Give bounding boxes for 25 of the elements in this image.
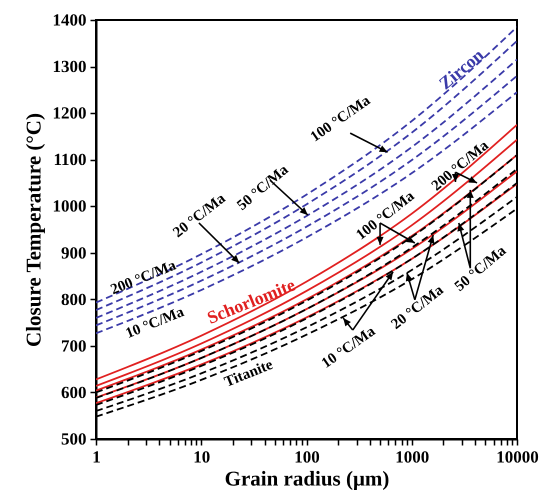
annotation: 20 °C/Ma <box>170 190 230 242</box>
x-tick-label: 10 <box>193 448 210 466</box>
y-axis-title: Closure Temperature (°C) <box>22 113 46 347</box>
y-tick-label: 900 <box>61 243 86 262</box>
y-tick-label: 600 <box>61 382 86 402</box>
y-tick-label: 1200 <box>52 104 86 123</box>
y-tick-label: 700 <box>61 336 86 356</box>
x-tick-label: 100 <box>294 448 320 466</box>
annotation: 10 °C/Ma <box>123 304 187 342</box>
y-tick-label: 500 <box>61 430 86 448</box>
annotation: 20 °C/Ma <box>388 282 448 333</box>
x-tick-label: 1 <box>92 448 101 466</box>
x-tick-label: 10000 <box>496 448 539 466</box>
x-tick-label: 1000 <box>395 448 430 466</box>
y-tick-label: 1000 <box>52 196 86 216</box>
annotation: 100 °C/Ma <box>308 92 374 146</box>
y-tick-label: 1300 <box>52 57 86 76</box>
annotation: 100 °C/Ma <box>353 188 418 244</box>
y-tick-label: 1100 <box>53 150 86 170</box>
y-tick-label: 800 <box>61 290 86 309</box>
annotation: Titanite <box>222 356 276 391</box>
y-tick-label: 1400 <box>52 10 86 30</box>
annotation: 200 °C/Ma <box>108 257 179 298</box>
annotation: 10 °C/Ma <box>318 323 379 372</box>
x-axis-title: Grain radius (μm) <box>224 466 390 490</box>
